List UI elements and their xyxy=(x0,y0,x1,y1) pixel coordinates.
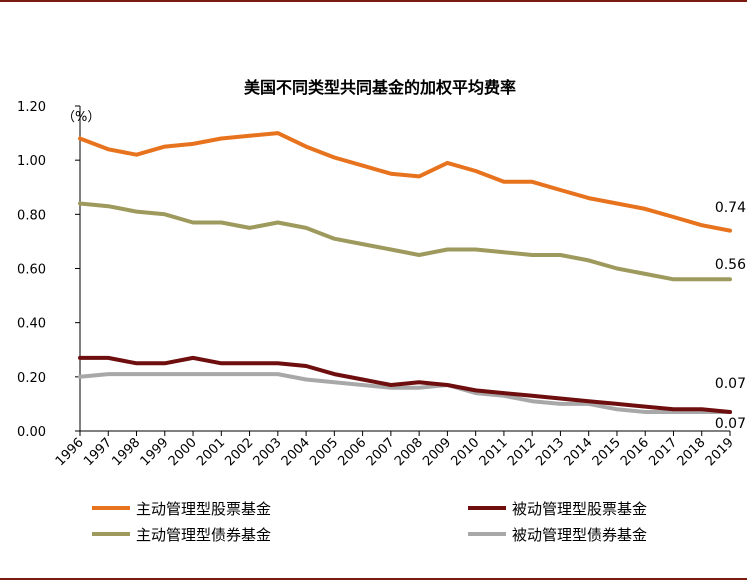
x-tick-label: 1998 xyxy=(109,435,143,469)
x-tick-label: 2012 xyxy=(505,435,539,469)
chart-title: 美国不同类型共同基金的加权平均费率 xyxy=(244,78,516,97)
y-tick-label: 0.40 xyxy=(17,317,46,332)
end-label-1: 0.74 xyxy=(715,200,746,216)
y-tick-label: 0.00 xyxy=(17,425,46,440)
series-line-3 xyxy=(78,201,732,282)
end-label-3: 0.56 xyxy=(715,257,746,273)
x-tick-label: 2013 xyxy=(533,435,567,469)
end-labels: 0.74 0.07 0.56 0.07 xyxy=(715,200,746,432)
legend-label-3: 主动管理型债券基金 xyxy=(136,526,271,544)
x-tick-label: 2016 xyxy=(618,435,652,469)
x-tick-label: 2008 xyxy=(392,435,426,469)
bottom-rule xyxy=(0,578,747,580)
legend-label-2: 被动管理型股票基金 xyxy=(512,500,647,518)
series-line-2 xyxy=(78,355,732,414)
series-line-4 xyxy=(78,372,732,414)
top-rule xyxy=(0,0,747,2)
y-tick-label: 0.60 xyxy=(17,263,46,278)
legend-label-1: 主动管理型股票基金 xyxy=(136,500,271,518)
x-tick-labels: 1996199719981999200020012002200320042005… xyxy=(53,435,737,469)
y-tick-label: 0.20 xyxy=(17,371,46,386)
y-tick-label: 0.80 xyxy=(17,208,46,223)
series-line-1 xyxy=(78,131,732,233)
x-tick-label: 2004 xyxy=(279,435,313,469)
end-label-4: 0.07 xyxy=(715,416,746,432)
x-tick-label: 2009 xyxy=(420,435,454,469)
x-tick-label: 2010 xyxy=(448,435,482,469)
x-tick-label: 2001 xyxy=(194,435,228,469)
x-tick-label: 2019 xyxy=(703,435,737,469)
legend-label-4: 被动管理型债券基金 xyxy=(512,526,647,544)
series-lines xyxy=(78,131,732,414)
x-tick-label: 1997 xyxy=(81,435,115,469)
x-tick-label: 2014 xyxy=(562,435,596,469)
x-tick-label: 2000 xyxy=(166,435,200,469)
y-tick-label: 1.20 xyxy=(17,100,46,115)
x-tick-label: 2007 xyxy=(364,435,398,469)
end-label-2: 0.07 xyxy=(715,376,746,392)
x-tick-label: 2015 xyxy=(590,435,624,469)
y-tick-label: 1.00 xyxy=(17,154,46,169)
x-tick-label: 2011 xyxy=(477,435,511,469)
x-tick-label: 1999 xyxy=(138,435,172,469)
x-tick-label: 2002 xyxy=(222,435,256,469)
x-tick-label: 2006 xyxy=(335,435,369,469)
x-tick-label: 2017 xyxy=(646,435,680,469)
x-tick-label: 2005 xyxy=(307,435,341,469)
x-tick-label: 2003 xyxy=(251,435,285,469)
x-tick-label: 2018 xyxy=(675,435,709,469)
y-tick-labels: 0.00 0.20 0.40 0.60 0.80 1.00 1.20 xyxy=(17,100,46,440)
unit-label: （%） xyxy=(62,110,100,125)
x-tick-label: 1996 xyxy=(53,435,87,469)
